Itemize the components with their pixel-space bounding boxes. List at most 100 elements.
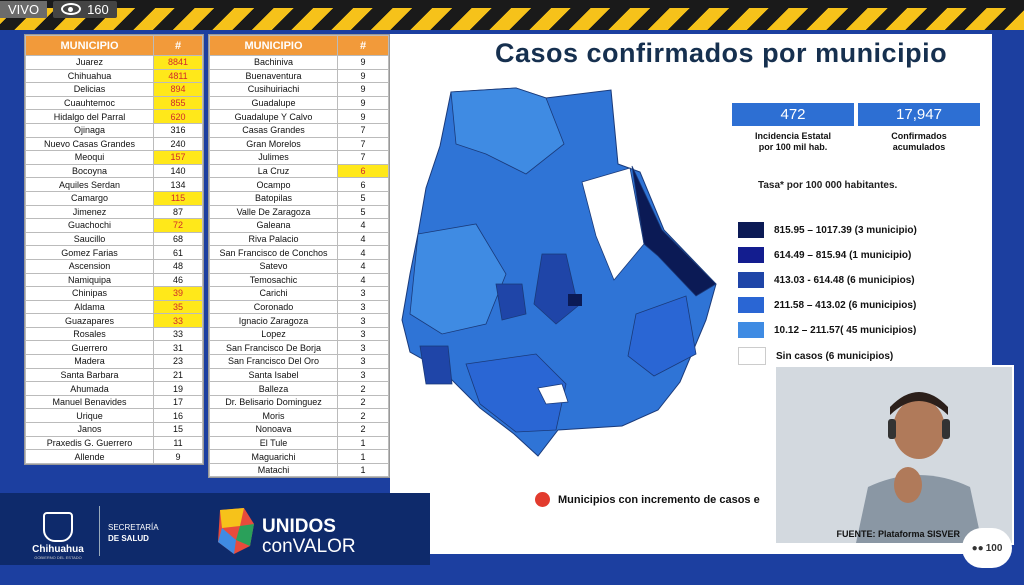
table-row: Gran Morelos 7 [209,136,389,152]
municipio-count: 8841 [153,55,203,70]
table-row: Nuevo Casas Grandes 240 [25,136,203,152]
municipio-count: 33 [153,313,203,328]
municipio-name: Saucillo [25,231,154,247]
table-row: Temosachic 4 [209,272,389,288]
table-row: Manuel Benavides 17 [25,394,203,410]
municipio-count: 9 [337,95,389,111]
municipio-name: Bachiniva [209,55,338,70]
municipio-name: Buenaventura [209,68,338,84]
municipio-name: Manuel Benavides [25,394,154,410]
table-row: Jimenez 87 [25,204,203,220]
municipio-name: Guachochi [25,218,154,233]
legend-item: 815.95 – 1017.39 (3 municipio) [738,222,917,238]
municipio-name: Galeana [209,218,338,233]
municipio-name: Santa Isabel [209,367,338,383]
legend-swatch [738,272,764,288]
table-row: Buenaventura 9 [209,68,389,84]
live-indicator: VIVO 160 [0,0,117,18]
table-row: Juarez 8841 [25,55,203,70]
table-row: Aldama 35 [25,299,203,315]
legend-swatch [738,322,764,338]
table-row: San Francisco De Borja 3 [209,340,389,356]
legend-item: Sin casos (6 municipios) [738,347,893,365]
municipio-count: 15 [153,422,203,437]
municipio-count: 7 [337,150,389,165]
municipio-count: 31 [153,340,203,356]
municipio-count: 72 [153,218,203,233]
municipio-count: 39 [153,286,203,301]
municipio-name: Ocampo [209,177,338,192]
secretaria-line2: DE SALUD [108,534,149,543]
municipio-count: 1 [337,435,389,451]
municipio-name: Matachi [209,462,338,478]
municipio-count: 4 [337,258,389,274]
municipio-count: 9 [153,449,203,464]
table-row: Aquiles Serdan 134 [25,177,203,192]
secretaria-line1: SECRETARÍA [108,523,159,532]
municipio-name: Aquiles Serdan [25,177,154,192]
table-row: Chihuahua 4811 [25,68,203,84]
municipio-name: El Tule [209,435,338,451]
municipio-name: Janos [25,422,154,437]
municipio-count: 4 [337,245,389,260]
table-row: Cusihuiriachi 9 [209,82,389,97]
table-row: Camargo 115 [25,190,203,206]
municipio-count: 2 [337,394,389,410]
municipio-count: 7 [337,136,389,152]
table-row: Casas Grandes 7 [209,122,389,138]
col-count: # [153,35,203,56]
incidencia-value: 472 [732,103,854,126]
table-row: Guachochi 72 [25,218,203,233]
municipio-name: Coronado [209,299,338,315]
secretaria-salud: SECRETARÍA DE SALUD [108,522,159,544]
legend-label: 614.49 – 815.94 (1 municipio) [774,249,912,261]
table-row: Guazapares 33 [25,313,203,328]
table-row: Batopilas 5 [209,190,389,206]
municipio-name: Aldama [25,299,154,315]
region-east [627,295,697,377]
municipio-name: San Francisco De Borja [209,340,338,356]
municipio-count: 4811 [153,68,203,84]
municipio-name: Temosachic [209,272,338,288]
municipio-count: 9 [337,55,389,70]
participants-button[interactable]: ●● 100 [962,528,1012,568]
legend-item: 10.12 – 211.57( 45 municipios) [738,322,916,338]
table-row: Chinipas 39 [25,286,203,301]
chihuahua-logo: Chihuahua GOBIERNO DEL ESTADO [30,512,86,560]
confirmados-label-line2: acumulados [892,142,946,152]
confirmados-label: Confirmados acumulados [858,131,980,153]
chihuahua-choropleth-map [401,87,717,457]
municipio-count: 46 [153,272,203,288]
table-row: Delicias 894 [25,82,203,97]
municipio-count: 316 [153,122,203,138]
legend-swatch [738,222,764,238]
municipio-name: Urique [25,408,154,424]
table-row: San Francisco Del Oro 3 [209,354,389,369]
municipio-count: 4 [337,231,389,247]
municipio-name: Riva Palacio [209,231,338,247]
municipio-count: 61 [153,245,203,260]
red-dot-icon [535,492,550,507]
municipio-name: Satevo [209,258,338,274]
municipio-name: Carichi [209,286,338,301]
municipio-count: 6 [337,163,389,179]
table-row: Coronado 3 [209,299,389,315]
table-row: Ignacio Zaragoza 3 [209,313,389,328]
legend-swatch [738,347,766,365]
confirmados-value: 17,947 [858,103,980,126]
municipio-name: Moris [209,408,338,424]
viewer-count: 160 [53,0,117,18]
municipio-name: Dr. Belisario Dominguez [209,394,338,410]
table-row: Carichi 3 [209,286,389,301]
municipio-name: Praxedis G. Guerrero [25,435,154,451]
increment-note-text: Municipios con incremento de casos e [558,493,760,506]
municipio-name: Ojinaga [25,122,154,138]
municipio-count: 16 [153,408,203,424]
municipio-name: Chihuahua [25,68,154,84]
table-row: Valle De Zaragoza 5 [209,204,389,220]
legend-label: 10.12 – 211.57( 45 municipios) [774,324,917,336]
region-south [465,353,567,433]
people-icon: ●● [971,542,984,554]
region-dark-center [568,294,582,306]
table-row: Julimes 7 [209,150,389,165]
